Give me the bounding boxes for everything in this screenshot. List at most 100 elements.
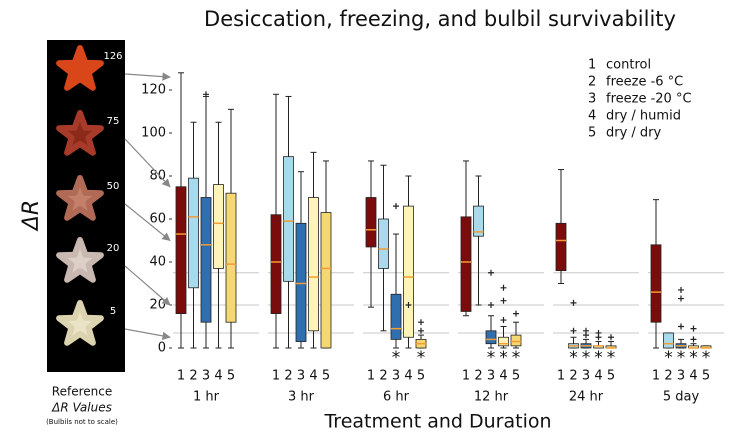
group-label: 3 hr <box>288 390 315 405</box>
significance: * <box>607 348 616 368</box>
box <box>498 336 509 347</box>
box-label: 1 <box>367 369 375 384</box>
box <box>460 216 472 312</box>
box-label: 5 <box>512 369 520 384</box>
outlier <box>405 302 412 308</box>
box-label: 1 <box>272 369 280 384</box>
box-label: 2 <box>664 369 672 384</box>
box-label: 3 <box>297 369 305 384</box>
group-label: 6 hr <box>383 390 410 405</box>
chart-title: Desiccation, freezing, and bulbil surviv… <box>204 7 676 31</box>
box-label: 1 <box>652 369 660 384</box>
reference-arrow <box>124 138 171 188</box>
legend-label: dry / humid <box>606 109 681 124</box>
y-tick-label: 0 <box>158 341 166 356</box>
group-label: 1 hr <box>193 390 220 405</box>
box <box>365 197 377 248</box>
caption: (Bulbils not to scale) <box>46 418 118 426</box>
box-label: 1 <box>462 369 470 384</box>
box-label: 2 <box>379 369 387 384</box>
y-tick-label: 120 <box>141 83 166 98</box>
reference-arrow <box>124 265 171 306</box>
reference-value: 50 <box>107 181 120 192</box>
box-label: 2 <box>284 369 292 384</box>
outlier <box>418 319 424 326</box>
reference-value: 126 <box>103 51 122 62</box>
significance: * <box>594 348 603 368</box>
box <box>295 222 307 342</box>
legend-label: freeze -20 °C <box>606 92 692 107</box>
box <box>403 205 414 338</box>
box-label: 2 <box>569 369 577 384</box>
y-tick-label: 80 <box>149 169 166 184</box>
box <box>473 205 484 237</box>
significance: * <box>664 348 673 368</box>
outlier <box>203 91 209 98</box>
outlier <box>570 299 577 306</box>
outlier <box>678 295 684 302</box>
outlier <box>678 323 684 330</box>
box-label: 4 <box>404 369 412 384</box>
significance: * <box>499 348 508 368</box>
reference-arrow <box>124 328 171 341</box>
y-tick-label: 40 <box>149 255 166 270</box>
group-label: 5 day <box>663 390 700 405</box>
significance: * <box>689 348 698 368</box>
box-label: 3 <box>582 369 590 384</box>
caption: ΔR Values <box>51 401 112 415</box>
box <box>390 293 402 340</box>
outlier <box>488 302 494 308</box>
legend-number: 4 <box>588 109 596 124</box>
box-label: 4 <box>594 369 602 384</box>
reference-value: 75 <box>107 116 120 127</box>
significance: * <box>569 348 578 368</box>
box <box>510 334 522 347</box>
outlier <box>595 329 602 336</box>
legend-number: 1 <box>588 58 596 73</box>
box-label: 2 <box>474 369 482 384</box>
box-label: 3 <box>487 369 495 384</box>
box-label: 3 <box>202 369 210 384</box>
caption: Reference <box>52 385 112 399</box>
box-label: 4 <box>499 369 507 384</box>
outlier <box>513 310 519 317</box>
box-label: 1 <box>557 369 565 384</box>
box <box>308 197 319 332</box>
reference-value: 20 <box>107 243 120 254</box>
y-tick-label: 60 <box>149 212 166 227</box>
box <box>188 177 199 289</box>
significance: * <box>417 348 426 368</box>
box-label: 3 <box>677 369 685 384</box>
box-label: 4 <box>689 369 697 384</box>
significance: * <box>487 348 496 368</box>
box-label: 1 <box>177 369 185 384</box>
outlier <box>608 334 614 341</box>
box <box>320 212 332 349</box>
significance: * <box>582 348 591 368</box>
box-label: 5 <box>607 369 615 384</box>
group-label: 12 hr <box>474 390 509 405</box>
legend-label: freeze -6 °C <box>606 75 683 90</box>
box-label: 4 <box>214 369 222 384</box>
y-axis-label: ΔR <box>19 200 44 232</box>
outlier <box>690 325 697 332</box>
legend-number: 2 <box>588 75 596 90</box>
box <box>213 184 224 269</box>
box-label: 4 <box>309 369 317 384</box>
outlier <box>500 297 507 304</box>
outlier <box>678 286 684 293</box>
box-label: 5 <box>227 369 235 384</box>
box <box>225 192 237 323</box>
legend-number: 3 <box>588 92 596 107</box>
legend-label: control <box>606 58 651 73</box>
box <box>650 244 662 323</box>
box <box>270 214 282 314</box>
box <box>175 186 187 314</box>
outlier <box>500 284 507 291</box>
significance: * <box>392 348 401 368</box>
significance: * <box>677 348 686 368</box>
significance: * <box>702 348 711 368</box>
box-label: 5 <box>322 369 330 384</box>
outlier <box>488 269 494 276</box>
